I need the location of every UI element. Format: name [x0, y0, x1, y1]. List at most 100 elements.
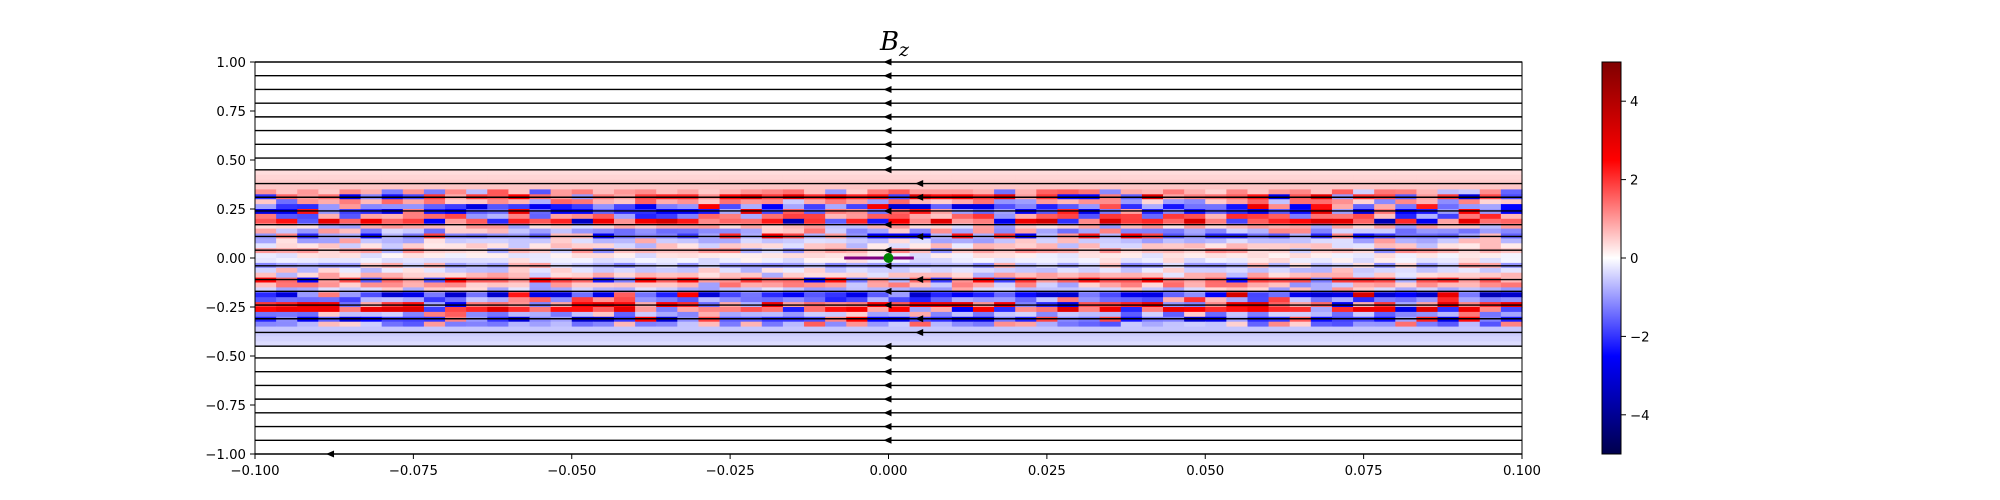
- heatmap-cell: [1184, 429, 1206, 435]
- heatmap-cell: [1015, 218, 1037, 225]
- heatmap-cell: [1184, 419, 1206, 426]
- heatmap-cell: [719, 164, 742, 171]
- heatmap-cell: [1015, 106, 1037, 112]
- heatmap-cell: [1374, 62, 1396, 68]
- heatmap-cell: [339, 414, 362, 421]
- heatmap-cell: [1226, 277, 1249, 284]
- heatmap-cell: [445, 405, 467, 411]
- heatmap-cell: [719, 130, 742, 137]
- heatmap-cell: [656, 150, 678, 156]
- heatmap-cell: [571, 130, 594, 137]
- heatmap-cell: [592, 336, 615, 342]
- heatmap-cell: [635, 258, 657, 264]
- heatmap-cell: [529, 277, 552, 284]
- heatmap-cell: [740, 101, 763, 107]
- heatmap-cell: [1141, 341, 1164, 347]
- heatmap-cell: [1500, 277, 1523, 284]
- heatmap-cell: [656, 282, 678, 288]
- heatmap-cell: [1036, 405, 1059, 411]
- heatmap-cell: [613, 71, 636, 78]
- heatmap-cell: [613, 424, 636, 431]
- heatmap-cell: [1184, 272, 1206, 279]
- heatmap-cell: [1099, 321, 1122, 328]
- heatmap-cell: [1036, 400, 1059, 406]
- colorbar-tick-label: 0: [1630, 252, 1638, 267]
- heatmap-cell: [1331, 228, 1354, 235]
- heatmap-cell: [297, 444, 319, 450]
- heatmap-cell: [297, 365, 319, 372]
- heatmap-cell: [466, 346, 488, 352]
- heatmap-cell: [529, 400, 552, 406]
- heatmap-cell: [888, 253, 911, 259]
- streamline-arrow: [883, 113, 892, 121]
- heatmap-cell: [888, 179, 911, 186]
- heatmap-cell: [825, 316, 847, 323]
- heatmap-cell: [888, 199, 911, 205]
- heatmap-cell: [381, 282, 404, 288]
- heatmap-cell: [360, 311, 383, 318]
- heatmap-cell: [571, 115, 594, 122]
- heatmap-cell: [804, 213, 826, 220]
- heatmap-cell: [1226, 150, 1249, 156]
- heatmap-cell: [1437, 228, 1460, 235]
- heatmap-cell: [1099, 145, 1122, 151]
- heatmap-cell: [994, 223, 1016, 230]
- heatmap-cell: [1015, 365, 1037, 372]
- heatmap-cell: [1099, 360, 1122, 367]
- heatmap-cell: [592, 71, 615, 78]
- heatmap-cell: [360, 434, 383, 440]
- heatmap-cell: [719, 419, 742, 426]
- heatmap-cell: [402, 297, 425, 303]
- heatmap-cell: [1205, 209, 1227, 215]
- heatmap-cell: [909, 169, 932, 176]
- heatmap-cell: [677, 292, 700, 298]
- heatmap-cell: [1141, 380, 1164, 386]
- heatmap-cell: [255, 311, 277, 318]
- heatmap-cell: [994, 115, 1016, 122]
- heatmap-cell: [318, 346, 341, 352]
- heatmap-cell: [909, 444, 932, 450]
- heatmap-cell: [994, 160, 1016, 166]
- heatmap-cell: [571, 169, 594, 176]
- heatmap-cell: [972, 164, 995, 171]
- heatmap-cell: [1015, 307, 1037, 313]
- heatmap-cell: [318, 248, 341, 254]
- heatmap-cell: [529, 248, 552, 254]
- heatmap-cell: [1099, 209, 1122, 215]
- heatmap-cell: [1078, 400, 1101, 406]
- heatmap-cell: [1310, 385, 1333, 391]
- heatmap-cell: [613, 326, 636, 333]
- heatmap-cell: [1374, 174, 1396, 181]
- heatmap-cell: [1374, 135, 1396, 141]
- heatmap-cell: [445, 199, 467, 205]
- heatmap-cell: [1163, 120, 1185, 127]
- heatmap-cell: [360, 419, 383, 426]
- heatmap-cell: [782, 346, 805, 352]
- heatmap-cell: [1184, 258, 1206, 264]
- heatmap-cell: [1479, 125, 1502, 132]
- heatmap-cell: [1395, 321, 1418, 328]
- heatmap-cell: [1479, 209, 1502, 215]
- heatmap-cell: [1437, 434, 1460, 440]
- heatmap-cell: [1395, 395, 1418, 401]
- heatmap-cell: [276, 439, 298, 445]
- heatmap-cell: [1226, 160, 1249, 166]
- heatmap-cell: [1247, 238, 1270, 244]
- heatmap-cell: [571, 267, 594, 274]
- heatmap-cell: [445, 218, 467, 225]
- heatmap-cell: [1120, 253, 1143, 259]
- heatmap-cell: [994, 62, 1016, 68]
- heatmap-cell: [782, 360, 805, 367]
- heatmap-cell: [888, 204, 911, 210]
- heatmap-cell: [951, 62, 974, 68]
- heatmap-cell: [1500, 62, 1523, 68]
- heatmap-cell: [1374, 209, 1396, 215]
- heatmap-cell: [825, 238, 847, 244]
- heatmap-cell: [487, 449, 509, 455]
- heatmap-cell: [635, 106, 657, 112]
- heatmap-cell: [1395, 360, 1418, 367]
- heatmap-cell: [677, 336, 700, 342]
- heatmap-cell: [1141, 370, 1164, 377]
- heatmap-cell: [888, 169, 911, 176]
- heatmap-cell: [318, 258, 341, 264]
